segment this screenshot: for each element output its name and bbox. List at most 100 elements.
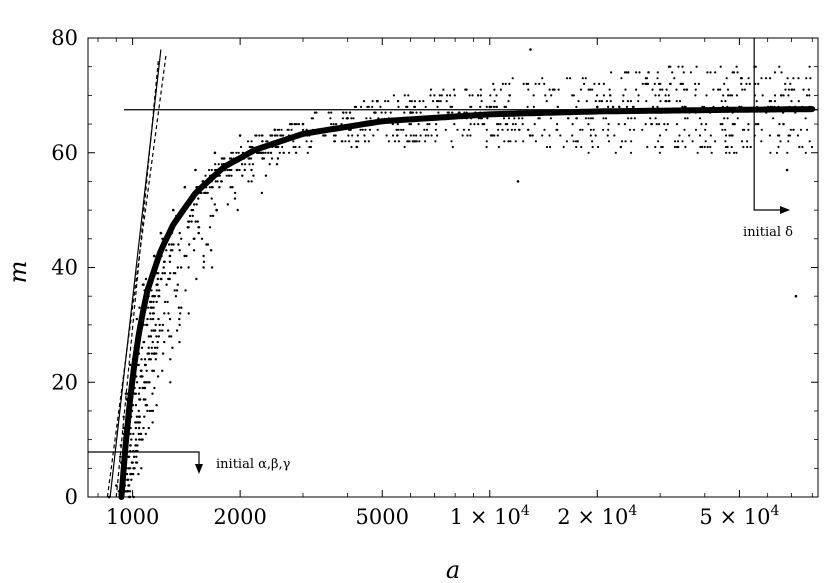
- scatter-point: [392, 94, 395, 97]
- scatter-point: [147, 426, 150, 430]
- scatter-point: [130, 438, 133, 441]
- scatter-point: [509, 140, 512, 143]
- scatter-point: [310, 140, 313, 143]
- scatter-point: [654, 117, 657, 120]
- scatter-point: [163, 272, 167, 275]
- scatter-point: [632, 128, 636, 131]
- scatter-point: [449, 105, 452, 108]
- y-tick-label: 20: [51, 370, 78, 394]
- scatter-point: [333, 140, 337, 143]
- scatter-point: [384, 111, 387, 114]
- scatter-point: [149, 312, 152, 315]
- x-tick-label: 2 × 104: [557, 503, 637, 529]
- scatter-point: [396, 134, 399, 137]
- scatter-point: [528, 134, 531, 137]
- scatter-point: [344, 140, 347, 143]
- scatter-point: [805, 77, 808, 80]
- scatter-point: [172, 243, 175, 246]
- scatter-point: [363, 134, 366, 137]
- scatter-point: [782, 94, 785, 97]
- reference-lines: [106, 38, 818, 498]
- scatter-point: [137, 432, 140, 436]
- scatter-point: [150, 329, 153, 332]
- scatter-point: [194, 168, 197, 172]
- scatter-point: [230, 174, 233, 177]
- scatter-point: [553, 88, 556, 91]
- scatter-point: [163, 340, 166, 344]
- scatter-point: [217, 163, 220, 166]
- scatter-point: [250, 168, 253, 172]
- scatter-point: [424, 105, 427, 108]
- scatter-point: [572, 140, 575, 143]
- scatter-point: [677, 65, 680, 68]
- scatter-point: [749, 145, 752, 149]
- scatter-point: [769, 77, 772, 80]
- scatter-point: [169, 249, 173, 252]
- scatter-point: [784, 88, 787, 91]
- scatter-point: [684, 145, 687, 149]
- scatter-point: [556, 128, 559, 131]
- scatter-point: [259, 151, 262, 154]
- scatter-point: [625, 105, 629, 108]
- scatter-point: [133, 467, 136, 470]
- scatter-point: [659, 88, 662, 91]
- scatter-point: [415, 111, 418, 114]
- scatter-point: [149, 335, 152, 338]
- scatter-point: [434, 128, 437, 131]
- scatter-point: [166, 329, 170, 332]
- scatter-point: [280, 128, 283, 131]
- scatter-point: [522, 140, 525, 143]
- scatter-point: [575, 117, 578, 120]
- scatter-point: [419, 111, 422, 114]
- scatter-point: [250, 140, 253, 143]
- scatter-point: [486, 117, 489, 120]
- scatter-point: [145, 404, 149, 407]
- scatter-point: [188, 243, 191, 246]
- scatter-point: [178, 323, 181, 327]
- scatter-point: [350, 145, 353, 149]
- scatter-point: [740, 77, 744, 80]
- scatter-point: [288, 123, 292, 126]
- scatter-point: [658, 134, 662, 137]
- scatter-point: [651, 88, 654, 91]
- scatter-point: [165, 249, 168, 252]
- scatter-point: [403, 94, 406, 97]
- scatter-point: [402, 128, 405, 131]
- scatter-point: [357, 140, 360, 143]
- scatter-point: [413, 105, 416, 108]
- scatter-point: [533, 123, 536, 126]
- scatter-point: [709, 71, 712, 74]
- scatter-point: [641, 128, 644, 131]
- scatter-point: [624, 140, 627, 143]
- scatter-point: [276, 157, 280, 160]
- scatter-point: [790, 88, 793, 91]
- scatter-point: [132, 472, 135, 476]
- scatter-point: [418, 140, 421, 143]
- scatter-point: [397, 140, 400, 143]
- scatter-point: [724, 140, 727, 143]
- scatter-point: [496, 134, 499, 137]
- scatter-point: [537, 117, 540, 120]
- scatter-point: [126, 478, 129, 481]
- scatter-point: [581, 128, 584, 131]
- scatter-point: [129, 472, 132, 476]
- alpha-arrow-line: [88, 451, 200, 470]
- scatter-point: [396, 123, 399, 126]
- scatter-point: [341, 117, 344, 120]
- scatter-point: [501, 82, 504, 85]
- scatter-point: [243, 168, 246, 172]
- scatter-point: [754, 123, 758, 126]
- scatter-point: [132, 432, 135, 436]
- scatter-point: [719, 123, 722, 126]
- scatter-point: [138, 386, 141, 390]
- scatter-point: [794, 294, 798, 298]
- scatter-point: [786, 151, 789, 154]
- scatter-point: [347, 134, 350, 137]
- scatter-point: [780, 71, 783, 74]
- scatter-point: [677, 145, 680, 149]
- scatter-point: [161, 323, 165, 327]
- scatter-point: [694, 128, 698, 131]
- scatter-point: [730, 134, 733, 137]
- scatter-point: [719, 88, 722, 91]
- scatter-point: [705, 94, 708, 97]
